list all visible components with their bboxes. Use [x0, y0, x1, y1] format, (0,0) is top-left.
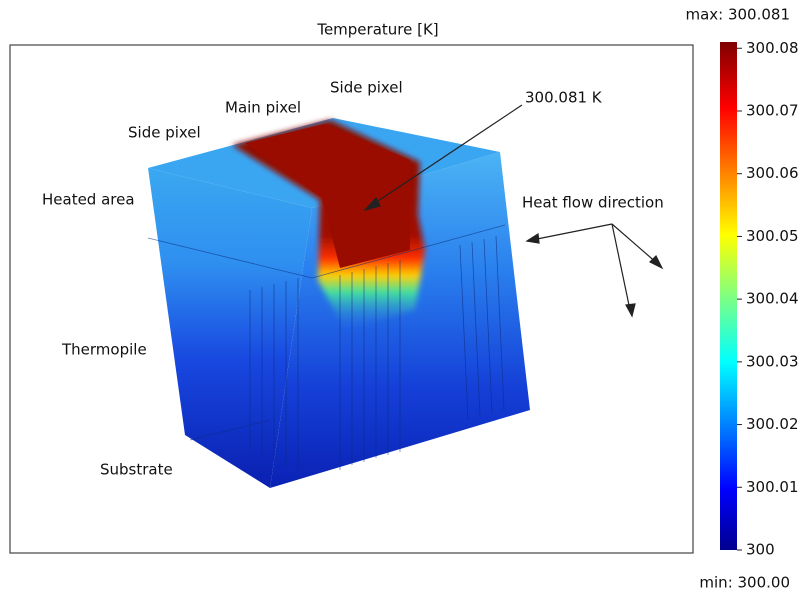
max-label: max: 300.081 — [685, 6, 790, 24]
colorbar-tick-label: 300.05 — [746, 227, 799, 245]
label: Thermopile — [61, 341, 147, 359]
colorbar-tick-label: 300.07 — [746, 101, 799, 119]
colorbar-tick-label: 300.01 — [746, 478, 799, 496]
colorbar-tick-label: 300.02 — [746, 415, 799, 433]
min-label: min: 300.00 — [699, 574, 790, 592]
colorbar-gradient — [720, 42, 737, 550]
colorbar: 300 300.01 300.02 300.03 300.04 300.05 300.06 3… — [720, 39, 799, 559]
model — [148, 118, 530, 488]
page: Temperature [K] max: 300.081 min: 300.00… — [0, 0, 801, 594]
figure: Temperature [K] max: 300.081 min: 300.00… — [0, 0, 801, 594]
colorbar-tick-label: 300.06 — [746, 164, 799, 182]
label: Heated area — [42, 191, 135, 209]
colorbar-tick-label: 300 — [746, 541, 775, 559]
colorbar-tick-label: 300.03 — [746, 352, 799, 370]
colorbar-tick-label: 300.08 — [746, 39, 799, 57]
title: Temperature [K] — [316, 21, 438, 39]
colorbar-tick-label: 300.04 — [746, 290, 799, 308]
label: 300.081 K — [525, 89, 603, 107]
label: Side pixel — [330, 79, 403, 97]
label: Heat flow direction — [522, 194, 664, 212]
label: Side pixel — [128, 124, 201, 142]
label: Substrate — [100, 461, 173, 479]
label: Main pixel — [225, 99, 301, 117]
